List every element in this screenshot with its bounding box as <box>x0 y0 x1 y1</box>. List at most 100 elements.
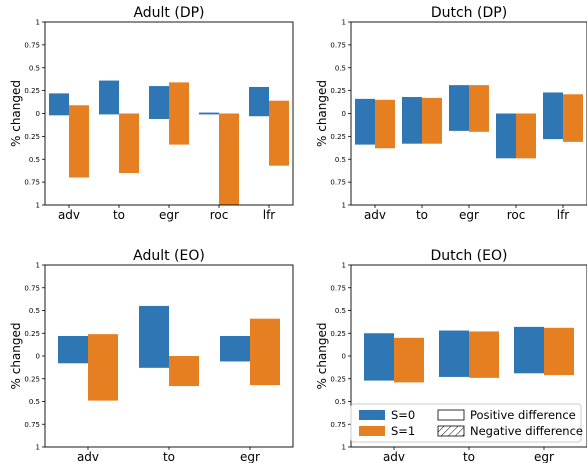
x-tick-label-adv: adv <box>383 450 405 463</box>
bar-s0-egr <box>449 85 469 131</box>
bar-s1-adv <box>375 99 395 149</box>
y-tick-label: 0.5 <box>335 64 346 72</box>
y-axis-label: % changed <box>315 323 329 390</box>
chart-panel-1: 1 0.75 0.5 0.25 0 0.25 0.5 0.75 1 adv to egr roc lfr A… <box>9 5 294 222</box>
y-tick-label: 0.75 <box>24 179 40 187</box>
bar-s1-to <box>119 113 139 173</box>
legend-label-s1: S=1 <box>391 424 415 438</box>
y-tick-label: 0.5 <box>29 307 40 315</box>
legend-swatch-s0 <box>359 410 385 420</box>
x-tick-label-egr: egr <box>240 450 260 463</box>
x-tick-label-to: to <box>463 450 475 463</box>
bar-s0-egr <box>514 326 544 374</box>
chart-title: Adult (DP) <box>133 5 204 21</box>
legend: S=0 S=1 Positive difference Negative dif… <box>350 403 583 443</box>
y-tick-label: 0 <box>36 110 40 118</box>
chart-title: Adult (EO) <box>133 248 205 264</box>
bar-s0-adv <box>355 98 375 145</box>
x-tick-label-to: to <box>163 450 175 463</box>
legend-swatch-positive <box>437 409 465 421</box>
legend-label-s0: S=0 <box>391 408 415 422</box>
y-tick-label: 0.25 <box>24 375 40 383</box>
y-tick-label: 0.25 <box>24 87 40 95</box>
x-tick-label-roc: roc <box>210 208 229 222</box>
y-tick-label: 0.75 <box>330 421 346 429</box>
bar-s1-to <box>469 331 499 378</box>
y-tick-label: 0.75 <box>330 41 346 49</box>
y-tick-label: 0 <box>342 110 346 118</box>
x-tick-label-roc: roc <box>507 208 526 222</box>
chart-panel-2: 1 0.75 0.5 0.25 0 0.25 0.5 0.75 1 adv to egr roc lfr D… <box>315 5 587 222</box>
legend-frame <box>350 403 582 443</box>
y-tick-label: 0.5 <box>29 156 40 164</box>
bar-s1-roc <box>219 113 239 205</box>
chart-title: Dutch (DP) <box>431 5 507 21</box>
x-tick-label-adv: adv <box>58 208 80 222</box>
y-tick-label: 1 <box>342 19 346 27</box>
x-tick-label-egr: egr <box>534 450 554 463</box>
bar-s0-to <box>402 97 422 144</box>
y-tick-label: 1 <box>342 202 346 210</box>
x-tick-label-lfr: lfr <box>263 208 276 222</box>
y-tick-label: 0.5 <box>335 398 346 406</box>
y-tick-label: 0.75 <box>330 284 346 292</box>
x-tick-label-lfr: lfr <box>557 208 570 222</box>
y-tick-label: 1 <box>36 202 40 210</box>
legend-label-negative: Negative difference <box>470 424 583 438</box>
chart-panel-3: 1 0.75 0.5 0.25 0 0.25 0.5 0.75 1 adv to egr Adult (… <box>9 248 294 463</box>
y-tick-label: 1 <box>36 444 40 452</box>
y-tick-label: 0.5 <box>29 398 40 406</box>
y-tick-label: 1 <box>342 262 346 270</box>
bar-s1-to <box>422 97 442 144</box>
chart-title: Dutch (EO) <box>431 248 508 264</box>
y-tick-label: 0.5 <box>29 64 40 72</box>
legend-swatch-s1 <box>359 426 385 436</box>
x-tick-label-to: to <box>416 208 428 222</box>
x-tick-label-egr: egr <box>459 208 479 222</box>
y-tick-label: 0.75 <box>24 41 40 49</box>
bar-s0-lfr <box>543 92 563 140</box>
bar-s0-to <box>439 330 469 377</box>
y-tick-label: 0.25 <box>330 375 346 383</box>
y-axis-label: % changed <box>9 80 23 147</box>
y-tick-label: 0.75 <box>330 179 346 187</box>
x-tick-label-adv: adv <box>364 208 386 222</box>
y-tick-label: 0.5 <box>335 156 346 164</box>
y-tick-label: 0.25 <box>24 330 40 338</box>
y-tick-label: 0.5 <box>335 307 346 315</box>
y-tick-label: 1 <box>342 444 346 452</box>
y-axis-label: % changed <box>9 323 23 390</box>
bar-s1-roc <box>516 113 536 159</box>
y-tick-label: 0 <box>342 353 346 361</box>
bar-s1-lfr <box>269 100 289 166</box>
bar-s1-egr <box>469 85 489 132</box>
bar-s0-to <box>99 80 119 115</box>
bar-s1-egr <box>169 82 189 145</box>
bar-s0-egr <box>220 335 250 362</box>
x-tick-label-adv: adv <box>77 450 99 463</box>
x-tick-label-to: to <box>113 208 125 222</box>
bars <box>364 326 574 383</box>
bars <box>49 80 289 205</box>
y-tick-label: 0.25 <box>330 133 346 141</box>
bar-s0-egr <box>149 86 169 119</box>
y-tick-label: 1 <box>36 262 40 270</box>
bars <box>58 305 280 401</box>
y-tick-label: 0.75 <box>24 284 40 292</box>
y-tick-label: 0.75 <box>24 421 40 429</box>
y-tick-label: 1 <box>36 19 40 27</box>
bar-s0-roc <box>199 112 219 115</box>
legend-label-positive: Positive difference <box>470 408 576 422</box>
bar-s1-to <box>169 356 199 387</box>
bar-s0-roc <box>496 113 516 159</box>
bar-s1-adv <box>88 334 118 401</box>
bar-s0-adv <box>364 333 394 381</box>
y-tick-label: 0.25 <box>330 330 346 338</box>
bar-s1-adv <box>69 105 89 178</box>
legend-swatch-negative <box>437 425 465 437</box>
y-tick-label: 0.25 <box>330 87 346 95</box>
x-tick-label-egr: egr <box>159 208 179 222</box>
bar-s1-egr <box>544 327 574 376</box>
bars <box>355 85 583 159</box>
